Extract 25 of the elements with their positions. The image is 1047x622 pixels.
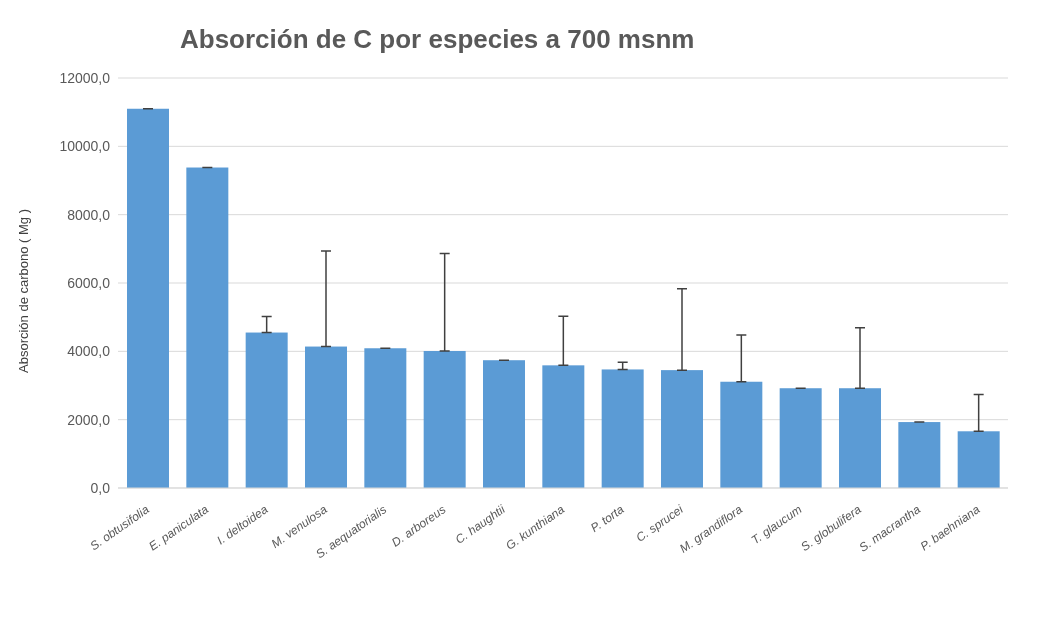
- bar: [779, 388, 822, 488]
- bar: [601, 369, 644, 488]
- bar: [839, 388, 881, 488]
- y-tick-label: 2000,0: [67, 411, 111, 428]
- bar: [305, 346, 347, 488]
- bar: [720, 381, 763, 488]
- bar: [483, 360, 525, 488]
- bar: [542, 365, 585, 488]
- bar: [957, 431, 1000, 488]
- x-tick-label: P. torta: [587, 502, 627, 536]
- y-axis-title: Absorción de carbono ( Mg ): [15, 208, 31, 373]
- bar: [423, 350, 466, 488]
- bar: [364, 348, 407, 488]
- y-tick-label: 6000,0: [67, 274, 111, 291]
- y-tick-label: 12000,0: [59, 69, 111, 86]
- y-tick-label: 10000,0: [59, 138, 111, 155]
- bar: [186, 167, 229, 488]
- bar: [245, 332, 288, 488]
- bar: [661, 370, 703, 488]
- chart-title: Absorción de C por especies a 700 msnm: [180, 24, 695, 55]
- y-tick-label: 0,0: [90, 479, 111, 496]
- y-tick-label: 4000,0: [67, 343, 111, 360]
- bar: [898, 422, 941, 488]
- y-tick-label: 8000,0: [67, 206, 111, 223]
- bar: [127, 108, 169, 488]
